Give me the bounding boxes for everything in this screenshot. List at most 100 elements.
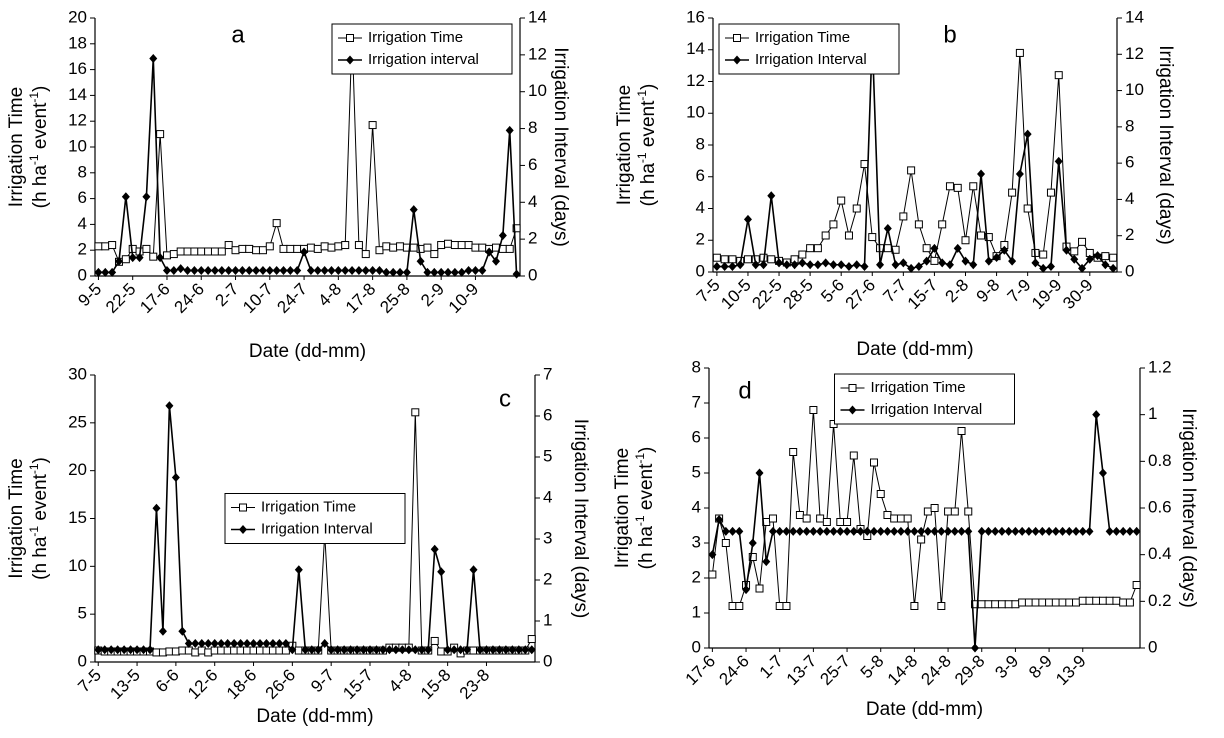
y-axis-title: Irrigation Time: [6, 87, 27, 207]
marker-diamond: [1078, 526, 1087, 536]
marker-diamond: [120, 645, 129, 655]
x-tick-label: 22-5: [748, 275, 785, 312]
marker-diamond: [953, 243, 962, 253]
marker-diamond: [411, 645, 420, 655]
marker-diamond: [957, 526, 966, 536]
y-tick-label: 6: [692, 427, 701, 446]
marker-diamond: [984, 526, 993, 536]
marker-square: [444, 239, 453, 248]
marker-square: [464, 241, 473, 250]
y-tick-label: 6: [696, 166, 705, 185]
marker-diamond: [495, 645, 504, 655]
marker-square: [977, 231, 986, 240]
y2-axis-title: Irrigation Interval (days): [550, 47, 571, 247]
marker-square: [1018, 598, 1027, 607]
marker-diamond: [917, 526, 926, 536]
marker-diamond: [389, 267, 398, 277]
marker-diamond: [258, 265, 267, 275]
marker-diamond: [210, 265, 219, 275]
marker-square: [795, 511, 804, 519]
y-axis-title-part: event: [30, 473, 51, 525]
marker-diamond: [113, 645, 122, 655]
marker-square: [178, 646, 187, 655]
x-tick-label: 30-9: [1059, 275, 1096, 312]
marker-square: [149, 252, 158, 261]
marker-diamond: [281, 639, 290, 649]
marker-diamond: [1112, 526, 1121, 536]
marker-square: [256, 646, 264, 655]
marker-square: [899, 212, 908, 221]
x-tick-label: 15-7: [339, 665, 376, 702]
marker-diamond: [417, 645, 426, 655]
marker-square: [210, 646, 219, 655]
marker-square: [1112, 596, 1121, 605]
marker-diamond: [327, 645, 336, 655]
marker-square: [361, 250, 370, 259]
marker-diamond: [860, 262, 869, 272]
marker-square: [217, 247, 226, 256]
legend-label: Irrigation Interval: [871, 401, 983, 418]
y-tick-label: 4: [696, 198, 705, 217]
marker-diamond: [767, 191, 776, 201]
marker-square: [224, 241, 233, 250]
marker-square: [768, 514, 777, 523]
marker-diamond: [843, 526, 852, 536]
marker-diamond: [1051, 526, 1060, 536]
marker-square: [375, 246, 384, 255]
marker-square: [210, 247, 219, 256]
marker-diamond: [498, 230, 507, 240]
marker-square: [930, 256, 939, 265]
marker-diamond: [307, 645, 316, 655]
marker-square: [1031, 598, 1040, 607]
marker-diamond: [836, 526, 845, 536]
marker-square: [279, 244, 288, 253]
marker-square: [1065, 598, 1074, 607]
marker-diamond: [829, 526, 838, 536]
marker-diamond: [262, 639, 271, 649]
marker-diamond: [469, 565, 478, 575]
marker-diamond: [869, 526, 878, 536]
marker-diamond: [101, 267, 110, 277]
marker-diamond: [169, 265, 178, 275]
y2-tick-label: 1: [543, 610, 552, 629]
marker-square: [512, 224, 521, 233]
y-axis-title-part: ): [638, 84, 659, 90]
marker-diamond: [158, 626, 167, 636]
marker-diamond: [1119, 526, 1128, 536]
marker-square: [735, 602, 744, 610]
y2-tick-label: 6: [1125, 153, 1134, 172]
marker-square: [320, 242, 329, 251]
marker-square: [217, 646, 226, 655]
marker-square: [1024, 598, 1033, 607]
marker-diamond: [471, 265, 480, 275]
marker-square: [712, 253, 721, 262]
marker-diamond: [728, 262, 737, 272]
marker-square: [1008, 188, 1017, 197]
legend-label: Irrigation Interval: [755, 51, 867, 68]
marker-square: [708, 570, 717, 579]
marker-square: [733, 34, 741, 42]
marker-diamond: [910, 526, 919, 536]
marker-square: [231, 246, 240, 255]
marker-diamond: [286, 265, 295, 275]
marker-diamond: [977, 169, 986, 179]
y-axis-title-part: (h ha: [30, 165, 51, 209]
marker-diamond: [301, 645, 310, 655]
marker-square: [1004, 600, 1013, 609]
marker-square: [294, 646, 303, 655]
marker-diamond: [790, 260, 799, 270]
marker-diamond: [848, 405, 857, 415]
x-tick-label: 10-9: [445, 279, 482, 316]
marker-diamond: [1031, 258, 1040, 268]
x-tick-label: 9-8: [973, 275, 1004, 306]
x-tick-label: 4-8: [314, 279, 345, 310]
marker-square: [852, 204, 861, 213]
y2-tick-label: 6: [528, 155, 537, 174]
y-tick-label: 10: [68, 556, 87, 575]
marker-diamond: [126, 645, 135, 655]
marker-diamond: [1093, 251, 1102, 261]
marker-square: [1085, 596, 1094, 605]
y2-tick-label: 5: [543, 446, 552, 465]
marker-diamond: [1085, 526, 1094, 536]
x-axis-title: Date (dd-mm): [256, 706, 373, 727]
